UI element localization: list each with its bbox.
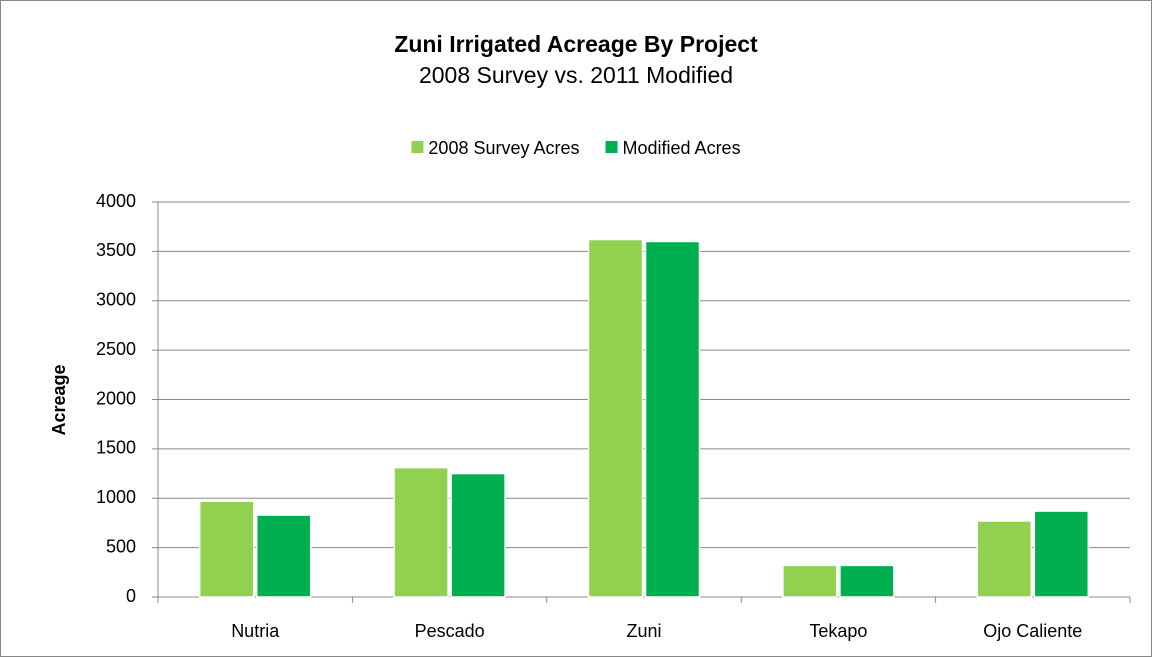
y-tick-label: 2000: [96, 388, 136, 408]
bar: [450, 472, 506, 598]
y-tick-label: 0: [126, 586, 136, 606]
x-tick-label: Ojo Caliente: [983, 621, 1082, 641]
bar: [587, 238, 644, 598]
y-tick-label: 4000: [96, 191, 136, 211]
chart-subtitle: 2008 Survey vs. 2011 Modified: [419, 62, 733, 88]
legend-label: 2008 Survey Acres: [428, 138, 579, 158]
bar: [393, 466, 449, 598]
y-tick-label: 500: [106, 536, 136, 556]
y-tick-label: 3500: [96, 240, 136, 260]
x-tick-label: Nutria: [231, 621, 280, 641]
legend-label: Modified Acres: [623, 138, 741, 158]
bar: [976, 520, 1033, 598]
x-tick-label: Zuni: [626, 621, 661, 641]
y-tick-label: 2500: [96, 339, 136, 359]
y-tick-label: 1000: [96, 487, 136, 507]
y-axis-label: Acreage: [49, 364, 69, 435]
x-tick-label: Pescado: [415, 621, 485, 641]
y-tick-label: 3000: [96, 290, 136, 310]
bar: [839, 564, 895, 598]
legend-swatch: [411, 141, 424, 153]
y-tick-label: 1500: [96, 438, 136, 458]
bar: [644, 240, 701, 598]
bar: [255, 514, 312, 598]
bar: [198, 500, 255, 598]
bar: [782, 564, 838, 598]
legend-swatch: [605, 141, 618, 153]
x-tick-label: Tekapo: [809, 621, 867, 641]
bar: [1033, 510, 1090, 598]
chart-title: Zuni Irrigated Acreage By Project: [394, 31, 758, 57]
